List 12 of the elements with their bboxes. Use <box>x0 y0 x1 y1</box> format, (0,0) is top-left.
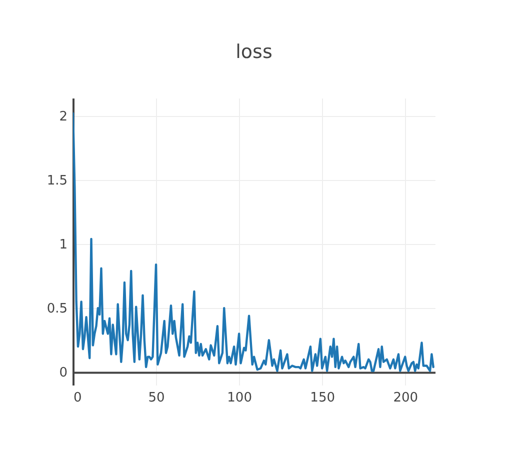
x-tick-label: 100 <box>227 390 252 406</box>
line-series <box>73 112 434 372</box>
x-tick-label: 200 <box>393 390 418 406</box>
y-tick-label: 1.5 <box>46 174 68 188</box>
chart-title: loss <box>236 41 272 63</box>
y-tick-label: 0.5 <box>46 302 68 317</box>
y-tick-label: 2 <box>59 109 68 124</box>
x-tick-label: 50 <box>148 390 165 406</box>
y-tick-label: 0 <box>59 366 68 381</box>
x-tick-label: 0 <box>74 390 82 406</box>
x-tick-label: 150 <box>310 390 335 406</box>
y-tick-label: 1 <box>59 238 68 253</box>
